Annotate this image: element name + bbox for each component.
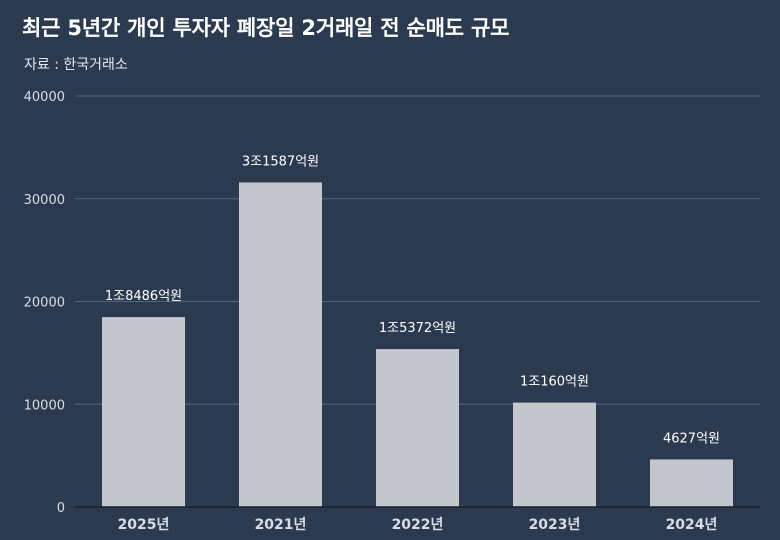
y-tick-label: 10000: [24, 398, 65, 413]
x-tick-label: 2024년: [666, 517, 718, 533]
y-tick-label: 40000: [24, 90, 65, 105]
y-tick-label: 30000: [24, 193, 65, 208]
bar: [102, 317, 185, 507]
x-tick-label: 2023년: [529, 517, 581, 533]
data-label: 1조8486억원: [105, 289, 182, 304]
bar: [513, 402, 596, 507]
x-tick-label: 2025년: [118, 517, 170, 533]
y-tick-label: 0: [57, 501, 65, 516]
x-tick-label: 2022년: [392, 517, 444, 533]
bar: [376, 349, 459, 507]
bar: [650, 459, 733, 507]
y-tick-label: 20000: [24, 296, 65, 311]
chart-title: 최근 5년간 개인 투자자 폐장일 2거래일 전 순매도 규모: [22, 16, 510, 40]
x-tick-label: 2021년: [255, 517, 307, 533]
data-label: 3조1587억원: [242, 154, 319, 169]
data-label: 1조160억원: [520, 375, 589, 390]
chart-source: 자료 : 한국거래소: [24, 57, 128, 73]
data-label: 1조5372억원: [379, 321, 456, 336]
bar: [239, 182, 322, 507]
data-label: 4627억원: [663, 431, 720, 446]
